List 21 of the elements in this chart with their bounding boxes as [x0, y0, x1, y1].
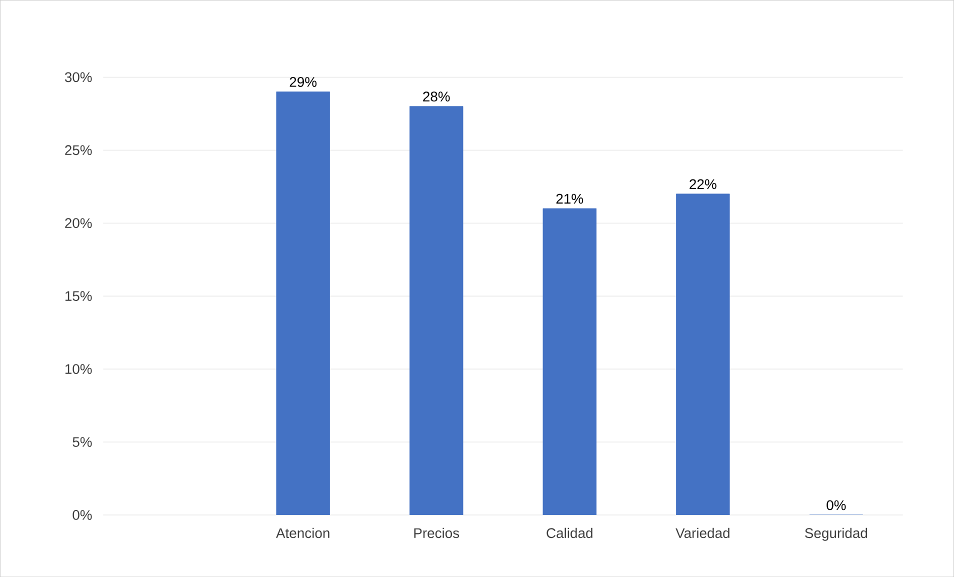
data-label: 0%	[826, 500, 846, 510]
y-tick-label: 15%	[65, 291, 92, 301]
x-tick-label: Variedad	[676, 528, 730, 538]
bar	[410, 106, 464, 515]
y-tick-label: 25%	[65, 145, 92, 155]
x-tick-label: Calidad	[546, 528, 592, 538]
y-tick-label: 30%	[64, 72, 92, 82]
y-tick-label: 0%	[72, 510, 92, 520]
y-tick-label: 10%	[65, 364, 92, 374]
bar	[542, 208, 596, 515]
bar	[276, 91, 330, 515]
data-label: 21%	[556, 194, 584, 204]
x-tick-label: Precios	[414, 528, 460, 538]
bar	[676, 194, 730, 515]
data-label: 22%	[690, 179, 716, 189]
data-label: 28%	[423, 92, 450, 102]
y-tick-label: 5%	[72, 437, 92, 447]
data-label: 29%	[290, 76, 317, 87]
x-tick-label: Atencion	[276, 528, 330, 538]
y-tick-label: 20%	[65, 218, 92, 228]
x-tick-label: Seguridad	[805, 528, 868, 541]
